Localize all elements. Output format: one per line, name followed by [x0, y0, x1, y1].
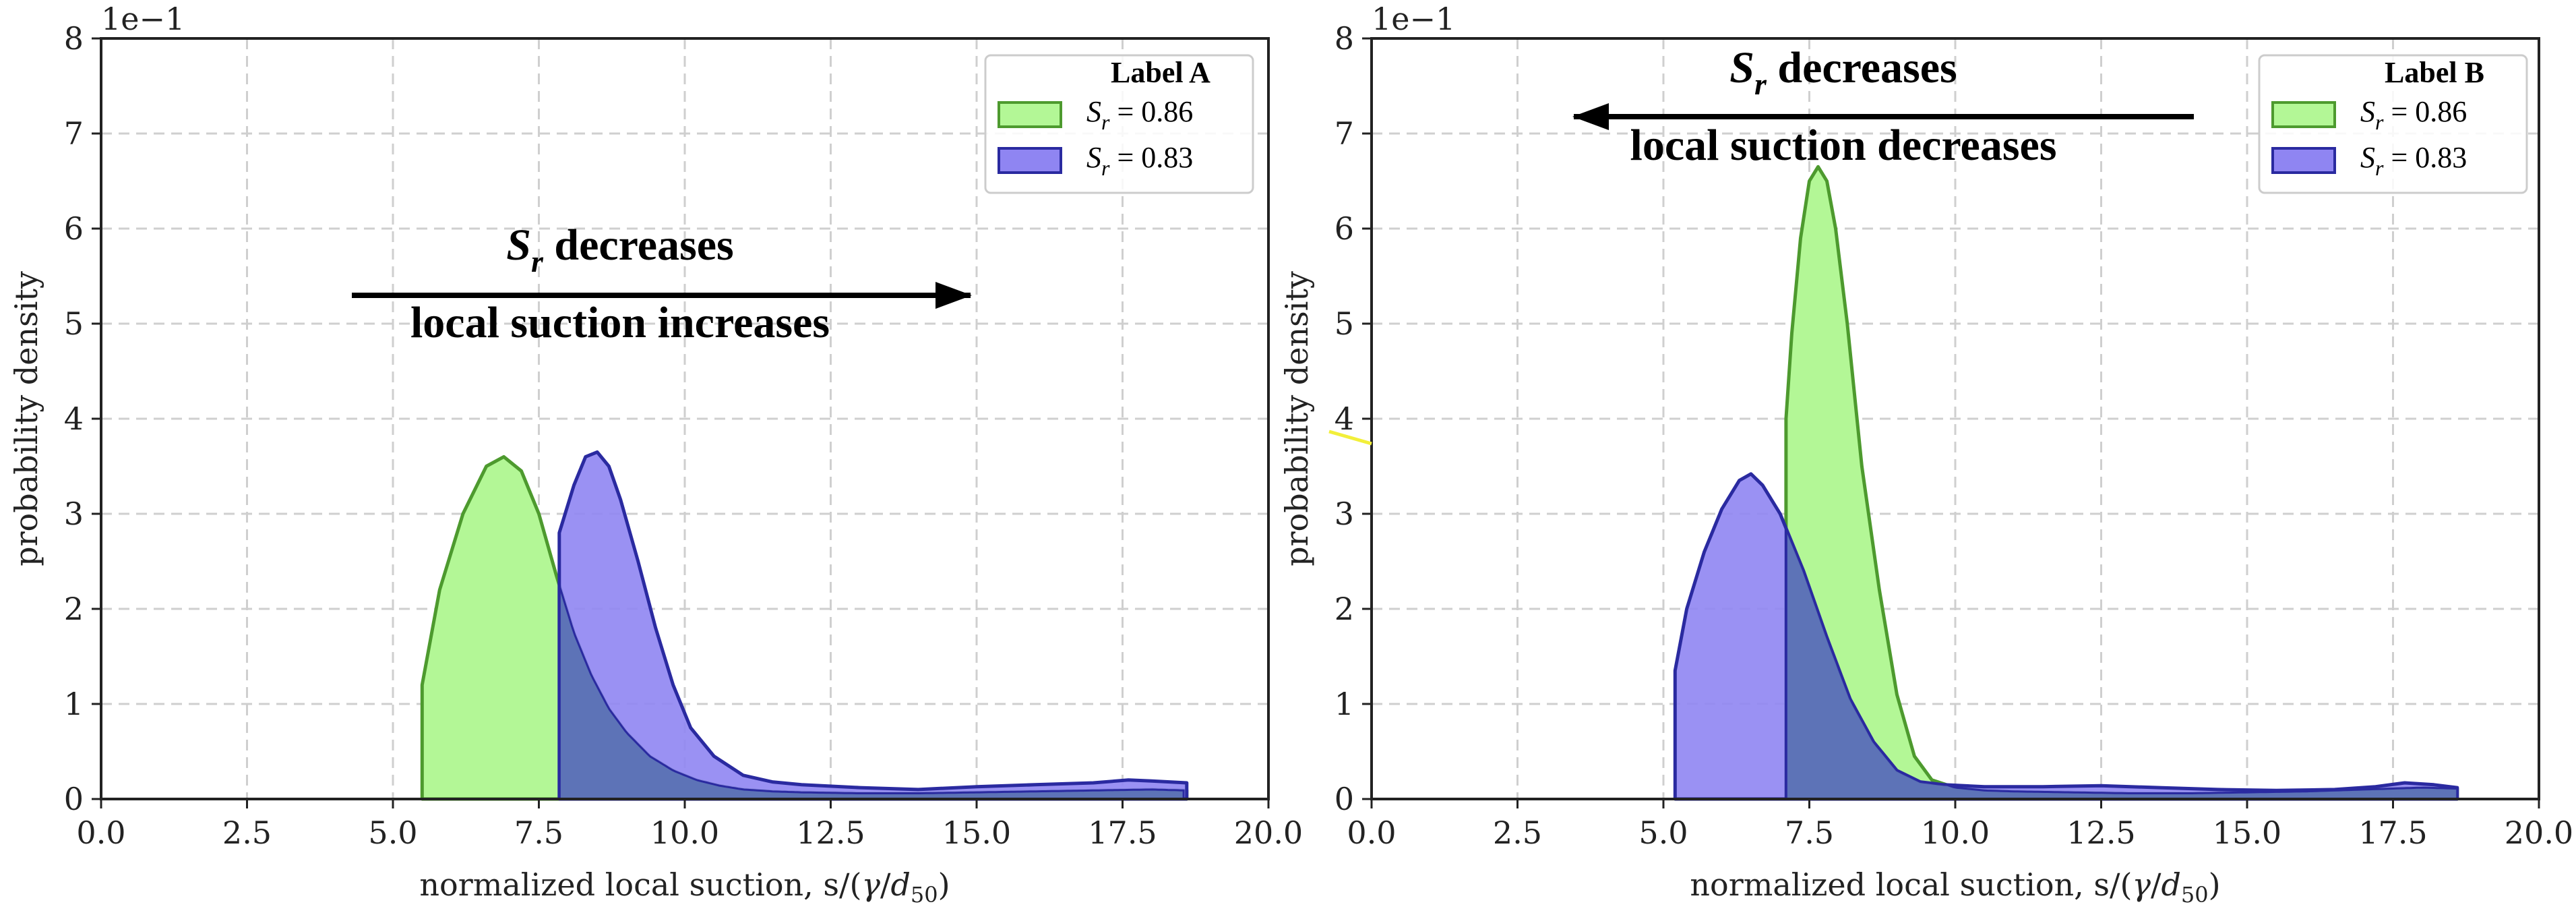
x-tick-label: 2.5	[1493, 815, 1542, 851]
x-axis-label-main: normalized local suction, s/(	[419, 866, 861, 903]
x-tick-label: 10.0	[650, 815, 719, 851]
annotation-sub: r	[531, 244, 544, 278]
y-tick-label: 2	[1335, 591, 1354, 627]
x-tick-label: 20.0	[2505, 815, 2573, 851]
y-tick-label: 5	[64, 305, 84, 342]
x-tick-label: 20.0	[1234, 815, 1303, 851]
x-tick-label: 5.0	[368, 815, 417, 851]
legend-swatch-1	[2271, 101, 2336, 128]
legend-swatch-2	[998, 147, 1062, 174]
x-axis-label-close: )	[2209, 866, 2221, 903]
y-tick-label: 0	[1335, 781, 1354, 817]
x-axis-label-d: d	[890, 866, 910, 903]
y-tick-label: 6	[64, 210, 84, 247]
annotation-line2: local suction decreases	[1630, 121, 2056, 170]
y-tick-label: 3	[64, 496, 84, 532]
x-axis-label-sub: 50	[911, 882, 938, 908]
y-tick-label: 3	[1335, 496, 1354, 532]
annotation-line1: Sr decreases	[506, 220, 733, 278]
legend-label-2: Sr = 0.83	[1086, 141, 1193, 180]
legend-symbol: S	[1086, 141, 1101, 174]
y-multiplier: 1e−1	[1372, 1, 1455, 37]
legend-sub: r	[2375, 156, 2384, 180]
x-tick-label: 5.0	[1638, 815, 1688, 851]
x-tick-label: 0.0	[1347, 815, 1396, 851]
annotation-sub: r	[1754, 67, 1767, 101]
y-tick-label: 4	[1335, 401, 1354, 437]
annotation-symbol: S	[1729, 43, 1754, 92]
annotation-line2: local suction increases	[410, 298, 830, 347]
y-tick-label: 1	[1335, 686, 1354, 722]
series-area-1	[420, 454, 1189, 801]
y-tick-label: 1	[64, 686, 84, 722]
x-tick-label: 15.0	[2213, 815, 2281, 851]
legend-symbol: S	[1086, 95, 1101, 128]
x-axis-label-close: )	[938, 866, 950, 903]
x-axis-label: normalized local suction, s/(γ/d50)	[1690, 866, 2220, 908]
legend-sub: r	[2375, 110, 2384, 134]
x-tick-label: 12.5	[796, 815, 865, 851]
overlap-area	[558, 585, 1185, 800]
y-tick-label: 8	[1335, 20, 1354, 57]
overlap-area	[1785, 527, 2459, 800]
legend-symbol: S	[2360, 141, 2375, 174]
chart-panel-2: 0.0 2.5 5.0 7.5 10.0 12.5 15.0 17.5 20.0 0 1 2 3 4 5 6 7…	[1279, 1, 2573, 908]
legend-label-1: Sr = 0.86	[1086, 95, 1193, 134]
x-tick-label: 7.5	[1785, 815, 1834, 851]
annotation-arrow-head	[936, 282, 972, 309]
y-tick-label: 7	[64, 115, 84, 152]
x-axis-label: normalized local suction, s/(γ/d50)	[419, 866, 950, 908]
y-tick-label: 6	[1335, 210, 1354, 247]
x-tick-label: 0.0	[76, 815, 125, 851]
legend-label-2: Sr = 0.83	[2360, 141, 2467, 180]
annotation-text: decreases	[543, 220, 734, 270]
y-tick-label: 5	[1335, 305, 1354, 342]
y-tick-label: 7	[1335, 115, 1354, 152]
legend-value: = 0.83	[2383, 141, 2467, 174]
legend-value: = 0.86	[2383, 95, 2467, 128]
annotation-symbol: S	[506, 220, 531, 270]
legend-label-1: Sr = 0.86	[2360, 95, 2467, 134]
x-tick-label: 7.5	[514, 815, 563, 851]
x-axis-label-sub: 50	[2181, 882, 2209, 908]
legend-title: Label B	[2385, 56, 2484, 89]
x-tick-label: 10.0	[1921, 815, 1990, 851]
y-tick-label: 4	[64, 401, 84, 437]
x-tick-label: 17.5	[1088, 815, 1157, 851]
y-multiplier: 1e−1	[101, 1, 185, 37]
x-axis-label-gamma: γ	[861, 866, 880, 903]
annotation-arrow-head	[1572, 103, 1609, 130]
marker-stroke	[1328, 430, 1372, 446]
annotation-line1: Sr decreases	[1729, 43, 1957, 101]
y-axis-label: probability density	[8, 271, 44, 566]
legend-sub: r	[1101, 156, 1110, 180]
series-area-2	[557, 450, 1189, 801]
legend-value: = 0.86	[1109, 95, 1193, 128]
chart-panel-1: 0.0 2.5 5.0 7.5 10.0 12.5 15.0 17.5 20.0 0 1 2 3 4 5 6 7…	[8, 1, 1303, 908]
y-tick-label: 2	[64, 591, 84, 627]
legend-title: Label A	[1111, 56, 1210, 89]
y-axis-label: probability density	[1279, 271, 1315, 566]
x-axis-label-main: normalized local suction, s/(	[1690, 866, 2132, 903]
y-tick-label: 8	[64, 20, 84, 57]
legend-swatch-2	[2271, 147, 2336, 174]
x-tick-label: 17.5	[2358, 815, 2427, 851]
annotation-text: decreases	[1767, 43, 1957, 92]
legend-value: = 0.83	[1109, 141, 1193, 174]
legend-symbol: S	[2360, 95, 2375, 128]
legend-swatch-1	[998, 101, 1062, 128]
y-tick-label: 0	[64, 781, 84, 817]
x-axis-label-d: d	[2161, 866, 2180, 903]
x-axis-label-slash: /	[880, 866, 891, 903]
x-tick-label: 2.5	[222, 815, 272, 851]
x-tick-label: 12.5	[2066, 815, 2135, 851]
x-tick-label: 15.0	[942, 815, 1011, 851]
x-axis-label-gamma: γ	[2132, 866, 2151, 903]
x-axis-label-slash: /	[2151, 866, 2161, 903]
legend-sub: r	[1101, 110, 1110, 134]
